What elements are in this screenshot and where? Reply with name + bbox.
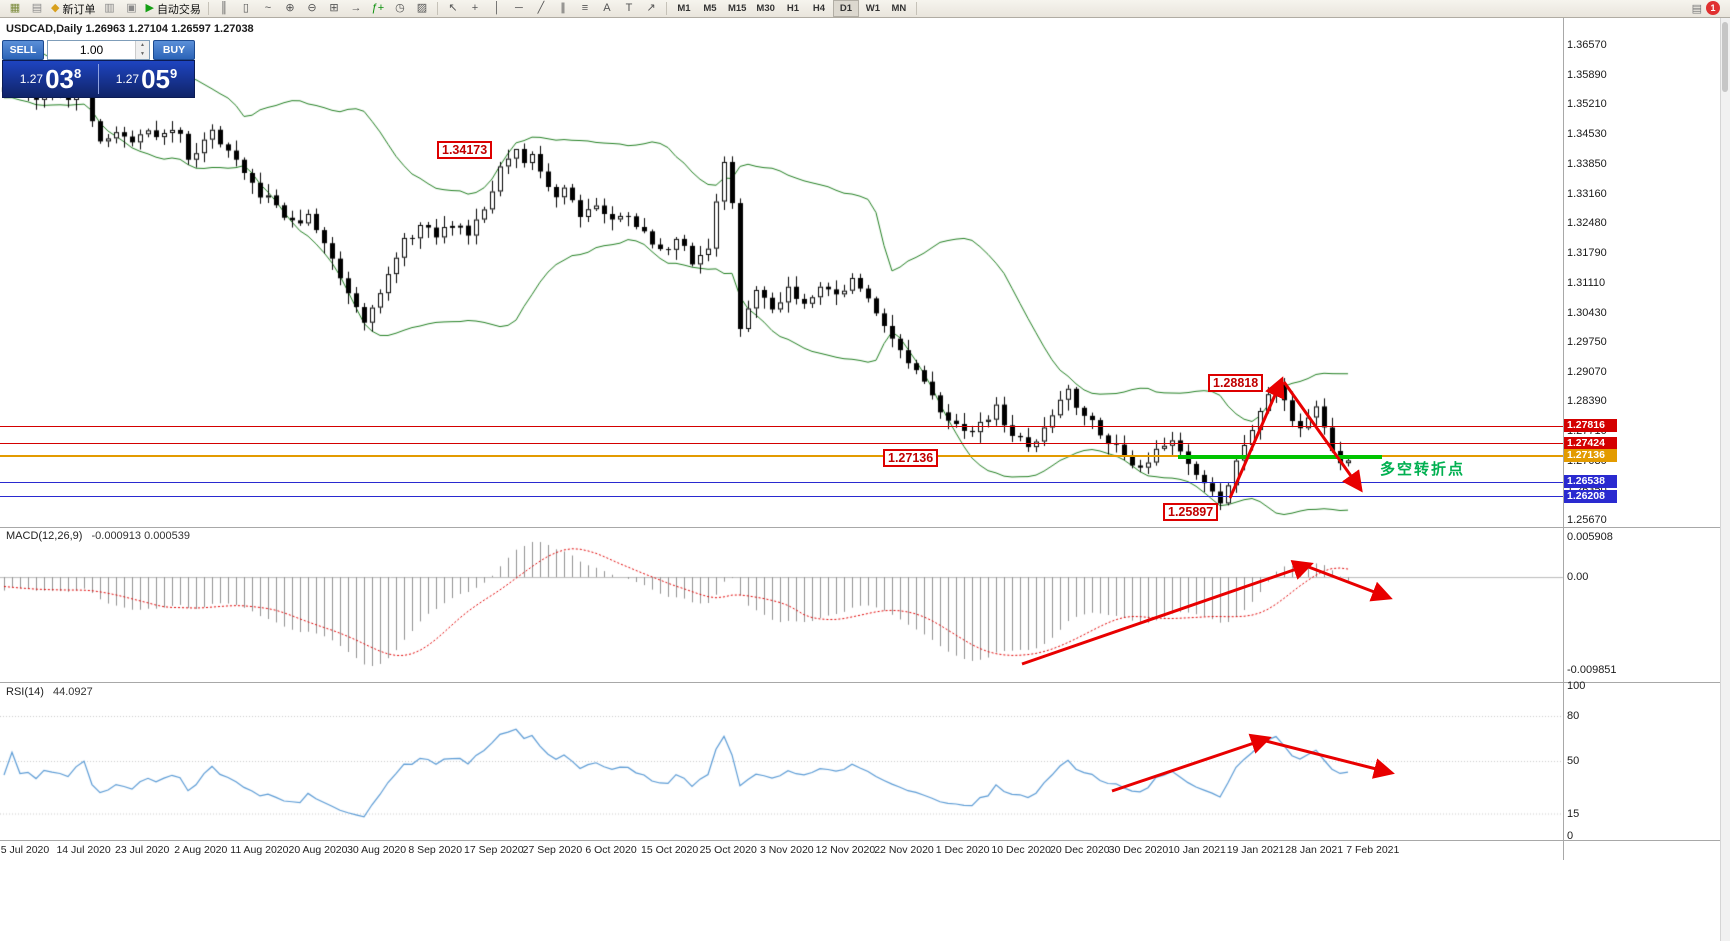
sell-button[interactable]: SELL xyxy=(2,39,44,60)
rsi-indicator-label: RSI(14) 44.0927 xyxy=(6,686,93,698)
price-axis-border xyxy=(1563,18,1564,860)
rsi-value: 44.0927 xyxy=(52,686,93,698)
scrollbar-thumb[interactable] xyxy=(1722,22,1728,92)
volume-field: ▲ ▼ xyxy=(47,39,150,60)
macd-indicator-label: MACD(12,26,9) -0.000913 0.000539 xyxy=(6,530,190,542)
trade-panel-controls: SELL ▲ ▼ BUY xyxy=(2,39,195,60)
bid-ask-display: 1.27 03 8 1.27 05 9 xyxy=(2,60,195,98)
buy-price-prefix: 1.27 xyxy=(115,72,140,86)
volume-spinner: ▲ ▼ xyxy=(135,40,149,59)
vertical-scrollbar[interactable] xyxy=(1720,18,1730,941)
sell-price-pipette: 8 xyxy=(74,66,82,81)
buy-price-digits: 05 xyxy=(141,64,171,94)
price-divider xyxy=(98,64,99,94)
buy-button[interactable]: BUY xyxy=(153,39,195,60)
sell-price-digits: 03 xyxy=(45,64,75,94)
sell-price-display[interactable]: 1.27 03 8 xyxy=(3,61,98,97)
pane-separator-rsi[interactable] xyxy=(0,682,1730,683)
pane-separator-macd[interactable] xyxy=(0,527,1730,528)
volume-input[interactable] xyxy=(48,40,135,59)
chart-info-line: USDCAD,Daily 1.26963 1.27104 1.26597 1.2… xyxy=(6,23,254,35)
one-click-trading-panel: SELL ▲ ▼ BUY 1.27 03 8 1.27 05 9 xyxy=(2,39,195,98)
sell-price-prefix: 1.27 xyxy=(19,72,44,86)
pane-separator-timeaxis xyxy=(0,840,1730,841)
macd-values: -0.000913 0.000539 xyxy=(91,530,190,542)
macd-name: MACD(12,26,9) xyxy=(6,530,83,542)
buy-price-display[interactable]: 1.27 05 9 xyxy=(99,61,194,97)
rsi-name: RSI(14) xyxy=(6,686,44,698)
buy-price-pipette: 9 xyxy=(170,66,178,81)
volume-increase-button[interactable]: ▲ xyxy=(136,40,149,50)
volume-decrease-button[interactable]: ▼ xyxy=(136,49,149,59)
